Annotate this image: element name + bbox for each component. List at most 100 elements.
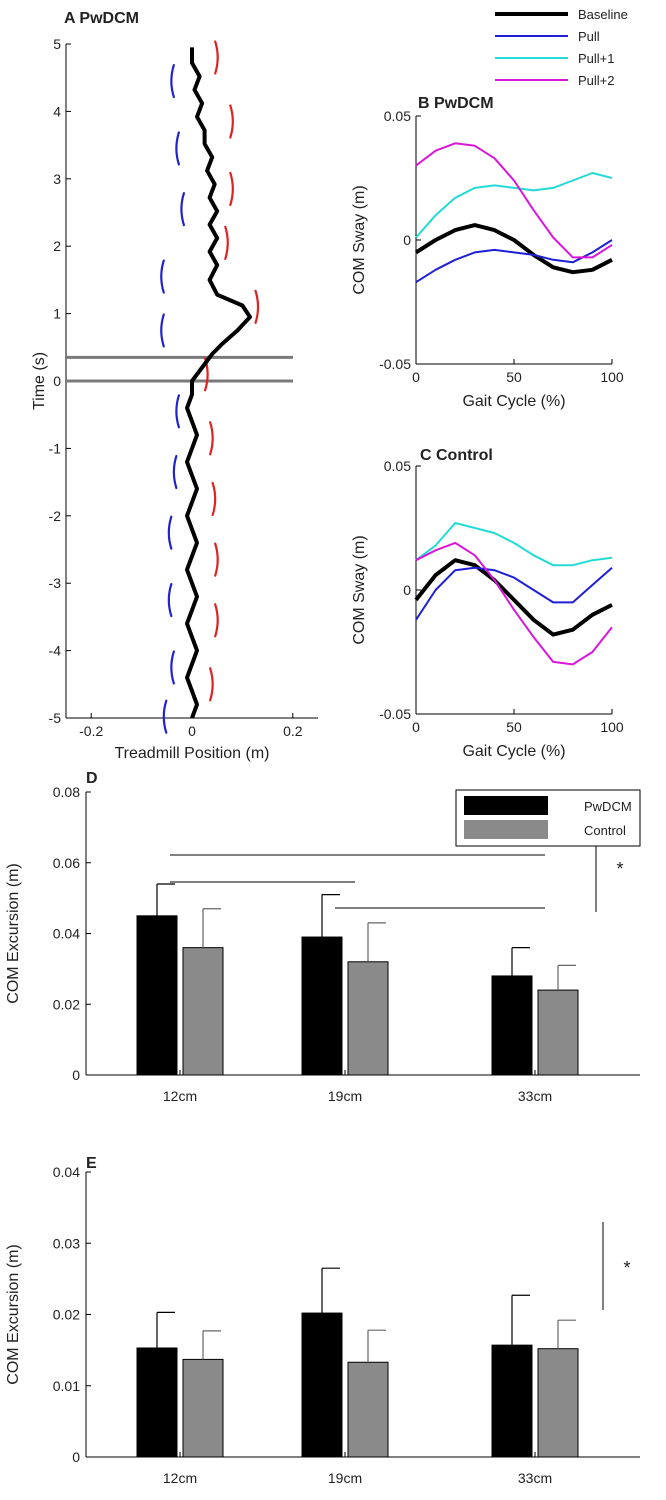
x-tick-label: 0.2 [283, 723, 303, 739]
series-line-pullplus1 [415, 522, 613, 567]
significance-asterisk: * [623, 1258, 630, 1278]
legend-label-baseline: Baseline [578, 7, 628, 22]
y-tick-label: 0.02 [53, 996, 80, 1012]
significance-asterisk: * [616, 859, 623, 879]
x-tick-label: -0.2 [79, 723, 103, 739]
y-tick-label: 0.03 [53, 1235, 80, 1251]
left-foot-step [172, 454, 178, 490]
x-tick-label: 0 [188, 723, 196, 739]
bar-pwdcm [491, 1344, 533, 1458]
series-line-pull [415, 239, 613, 284]
panel-title: B PwDCM [418, 95, 494, 112]
left-foot-step [160, 259, 165, 294]
bar-pwdcm [301, 936, 343, 1076]
y-tick-label: 0.08 [53, 784, 80, 800]
series-line-baseline [414, 223, 613, 275]
left-foot-step [170, 63, 175, 99]
y-tick-label: -0.05 [379, 356, 411, 372]
legend-label-control: Control [584, 823, 626, 838]
x-tick-label: 0 [412, 719, 420, 735]
series-line-pull [415, 566, 613, 621]
x-axis-label: Gait Cycle (%) [462, 743, 565, 760]
bar-pwdcm [301, 1312, 343, 1458]
left-foot-step [160, 313, 165, 348]
x-tick-label: 50 [506, 719, 522, 735]
x-tick-label: 100 [600, 719, 624, 735]
y-tick-label: 0 [72, 1067, 80, 1083]
left-foot-step [180, 192, 186, 227]
panel-title: C Control [420, 447, 493, 464]
panel-title: D [86, 770, 98, 787]
legend-label-pull2: Pull+2 [578, 73, 615, 88]
x-tick-label: 12cm [163, 1088, 197, 1104]
y-tick-label: 1 [53, 306, 61, 322]
bar-pwdcm [136, 915, 178, 1076]
left-foot-step [170, 650, 175, 685]
y-tick-label: -4 [49, 643, 62, 659]
right-foot-step [229, 104, 234, 139]
y-tick-label: 0.01 [53, 1378, 80, 1394]
x-tick-label: 33cm [518, 1470, 552, 1486]
bar-pwdcm [136, 1347, 178, 1458]
y-tick-label: 0 [403, 232, 411, 248]
bar-control [182, 1358, 224, 1458]
legend-bars: PwDCM Control [455, 789, 641, 847]
y-tick-label: 3 [53, 171, 61, 187]
panel-d-com-excursion-bars: 0 0.02 0.04 0.06 0.08 12cm 19cm 33cm COM Excursi… [5, 770, 640, 1104]
right-foot-step [254, 289, 260, 324]
left-foot-step [167, 515, 173, 550]
left-foot-step [167, 582, 173, 618]
x-axis-label: Gait Cycle (%) [462, 393, 565, 410]
x-tick-label: 33cm [518, 1088, 552, 1104]
right-foot-step [209, 667, 214, 702]
y-axis-label: Time (s) [31, 352, 48, 410]
y-tick-label: 2 [53, 238, 61, 254]
right-foot-step [214, 542, 219, 577]
series-line-pullplus2 [415, 541, 613, 666]
y-axis-label: COM Sway (m) [351, 185, 368, 294]
y-tick-label: 0 [53, 373, 61, 389]
x-tick-label: 50 [506, 369, 522, 385]
right-foot-step [209, 421, 214, 456]
legend-swatch-pwdcm [464, 796, 548, 815]
y-tick-label: 0.05 [384, 458, 411, 474]
legend-label-pull1: Pull+1 [578, 51, 615, 66]
x-tick-label: 19cm [328, 1088, 362, 1104]
bar-control [347, 1361, 389, 1458]
y-axis-label: COM Sway (m) [351, 535, 368, 644]
y-tick-label: 4 [53, 103, 61, 119]
x-tick-label: 12cm [163, 1470, 197, 1486]
y-axis-label: COM Excursion (m) [5, 863, 22, 1003]
left-foot-step [162, 699, 168, 734]
left-foot-step [175, 131, 180, 166]
right-foot-step [214, 40, 219, 75]
panel-a-title: A PwDCM [64, 10, 139, 27]
series-line-baseline [414, 558, 613, 637]
right-foot-step [224, 225, 229, 260]
x-tick-label: 0 [412, 369, 420, 385]
y-tick-label: 0.04 [53, 1164, 80, 1180]
legend-swatch-control [464, 820, 548, 839]
y-tick-label: 0.02 [53, 1307, 80, 1323]
legend-top: Baseline Pull Pull+1 Pull+2 [483, 0, 653, 96]
bar-control [347, 961, 389, 1076]
panel-e-com-excursion-bars: 00.010.020.030.0412cm19cm33cmFeedback St… [5, 1155, 640, 1486]
x-tick-label: 100 [600, 369, 624, 385]
y-tick-label: 5 [53, 36, 61, 52]
y-tick-label: 0.06 [53, 855, 80, 871]
x-axis-label: Treadmill Position (m) [115, 745, 270, 762]
y-axis-label: COM Excursion (m) [5, 1244, 22, 1384]
y-tick-label: -2 [49, 508, 62, 524]
series-line-pullplus1 [415, 172, 613, 239]
right-foot-step [211, 481, 217, 517]
left-foot-step [175, 394, 180, 429]
panel-title: E [86, 1155, 97, 1172]
y-tick-label: 0.04 [53, 926, 80, 942]
y-tick-label: -5 [49, 710, 62, 726]
y-tick-label: -0.05 [379, 706, 411, 722]
legend-label-pull: Pull [578, 29, 600, 44]
bar-pwdcm [491, 975, 533, 1076]
